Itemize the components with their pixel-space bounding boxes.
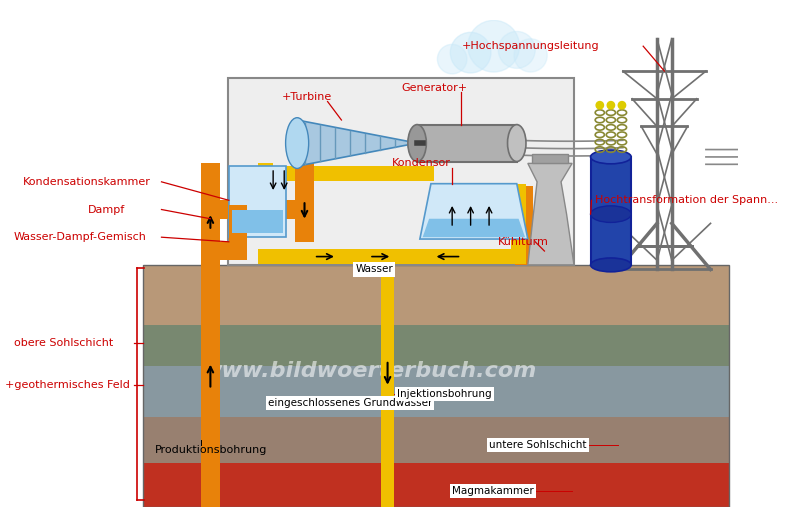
Polygon shape	[422, 219, 525, 237]
Bar	[229, 166, 286, 237]
Text: obere Sohlschicht: obere Sohlschicht	[14, 338, 113, 348]
Text: +geothermisches Feld: +geothermisches Feld	[5, 380, 130, 390]
Circle shape	[498, 32, 535, 69]
Bar	[258, 166, 434, 181]
Bar	[511, 184, 526, 249]
Bar	[220, 242, 229, 260]
Polygon shape	[297, 120, 417, 166]
Text: untere Sohlschicht: untere Sohlschicht	[489, 440, 586, 450]
Text: Wasser-Dampf-Gemisch: Wasser-Dampf-Gemisch	[14, 232, 146, 242]
Ellipse shape	[408, 124, 426, 162]
Bar	[143, 417, 729, 463]
Bar	[143, 265, 729, 506]
Ellipse shape	[590, 150, 631, 164]
Polygon shape	[528, 163, 574, 265]
Ellipse shape	[507, 124, 526, 162]
Bar	[295, 163, 314, 242]
Bar	[0, 21, 738, 265]
Text: +Hochspannungsleitung: +Hochspannungsleitung	[462, 41, 599, 51]
Bar	[201, 200, 220, 260]
Text: www.bildwoerterbuch.com: www.bildwoerterbuch.com	[202, 361, 537, 381]
Bar	[201, 200, 298, 219]
Bar	[381, 232, 394, 506]
Bar	[258, 249, 526, 264]
Bar	[515, 247, 534, 265]
Text: +Turbine: +Turbine	[282, 92, 332, 102]
Circle shape	[450, 32, 491, 73]
Circle shape	[514, 39, 547, 72]
Text: Kondensationskammer: Kondensationskammer	[23, 177, 151, 187]
Ellipse shape	[590, 258, 631, 272]
Bar	[143, 265, 729, 325]
Bar	[143, 463, 729, 506]
Text: eingeschlossenes Grundwasser: eingeschlossenes Grundwasser	[268, 398, 432, 408]
Bar	[228, 79, 574, 265]
Bar	[417, 124, 517, 162]
Text: Produktionsbohrung: Produktionsbohrung	[155, 445, 267, 455]
Bar	[229, 205, 247, 260]
Bar	[143, 366, 729, 417]
Bar	[258, 163, 273, 237]
Bar	[232, 210, 283, 232]
Text: Hochtransformation der Spann...: Hochtransformation der Spann...	[595, 196, 778, 206]
Ellipse shape	[286, 118, 309, 169]
Polygon shape	[420, 184, 528, 239]
Bar	[201, 200, 220, 506]
Bar	[590, 157, 631, 265]
Text: Kondensor: Kondensor	[392, 159, 451, 169]
Bar	[531, 154, 569, 163]
Bar	[0, 21, 143, 506]
Text: Dampf: Dampf	[88, 204, 125, 214]
Text: Magmakammer: Magmakammer	[452, 486, 534, 496]
Circle shape	[438, 44, 467, 74]
Text: Injektionsbohrung: Injektionsbohrung	[397, 389, 491, 399]
Circle shape	[607, 102, 614, 109]
Bar	[515, 187, 534, 256]
Ellipse shape	[590, 206, 631, 222]
Circle shape	[468, 21, 519, 72]
Circle shape	[618, 102, 626, 109]
Bar	[729, 21, 738, 506]
Text: Wasser: Wasser	[355, 265, 393, 275]
Bar	[143, 325, 729, 366]
Bar	[201, 163, 220, 219]
Circle shape	[596, 102, 603, 109]
Text: Generator+: Generator+	[402, 83, 467, 93]
Bar	[295, 140, 314, 232]
Text: Kühlturm: Kühlturm	[498, 237, 549, 247]
